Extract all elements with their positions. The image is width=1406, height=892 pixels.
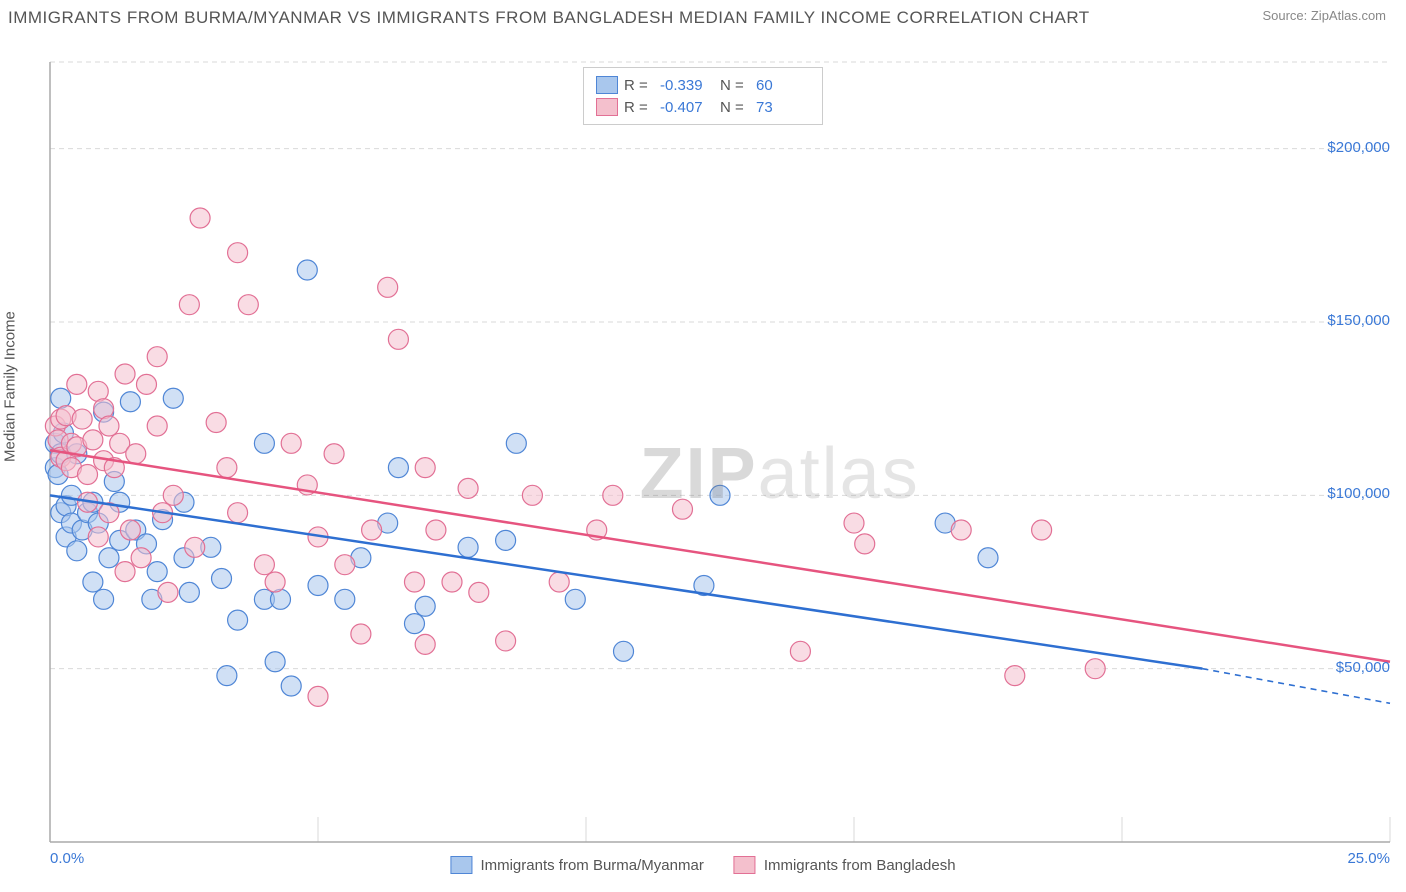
r-value: -0.407 xyxy=(660,99,714,116)
y-tick-label: $200,000 xyxy=(1327,139,1390,156)
legend-label: Immigrants from Bangladesh xyxy=(764,857,956,874)
legend-label: Immigrants from Burma/Myanmar xyxy=(480,857,703,874)
n-value: 60 xyxy=(756,77,810,94)
chart-title: IMMIGRANTS FROM BURMA/MYANMAR VS IMMIGRA… xyxy=(8,8,1090,28)
y-tick-label: $50,000 xyxy=(1336,659,1390,676)
r-value: -0.339 xyxy=(660,77,714,94)
scatter-plot-svg xyxy=(0,32,1400,872)
swatch-burma xyxy=(596,76,618,94)
r-label: R = xyxy=(624,99,654,116)
y-tick-label: $150,000 xyxy=(1327,312,1390,329)
chart-area: Median Family Income R = -0.339 N = 60 R… xyxy=(0,32,1406,882)
legend-item-burma: Immigrants from Burma/Myanmar xyxy=(450,856,703,874)
legend-item-bangladesh: Immigrants from Bangladesh xyxy=(734,856,956,874)
x-min-label: 0.0% xyxy=(50,850,84,867)
legend-row-bangladesh: R = -0.407 N = 73 xyxy=(596,96,810,118)
source-label: Source: ZipAtlas.com xyxy=(1262,8,1386,23)
n-label: N = xyxy=(720,99,750,116)
correlation-legend: R = -0.339 N = 60 R = -0.407 N = 73 xyxy=(583,67,823,125)
x-max-label: 25.0% xyxy=(1347,850,1390,867)
series-legend: Immigrants from Burma/Myanmar Immigrants… xyxy=(450,856,955,874)
n-value: 73 xyxy=(756,99,810,116)
swatch-bangladesh xyxy=(596,98,618,116)
swatch-bangladesh xyxy=(734,856,756,874)
n-label: N = xyxy=(720,77,750,94)
y-tick-label: $100,000 xyxy=(1327,485,1390,502)
swatch-burma xyxy=(450,856,472,874)
legend-row-burma: R = -0.339 N = 60 xyxy=(596,74,810,96)
r-label: R = xyxy=(624,77,654,94)
